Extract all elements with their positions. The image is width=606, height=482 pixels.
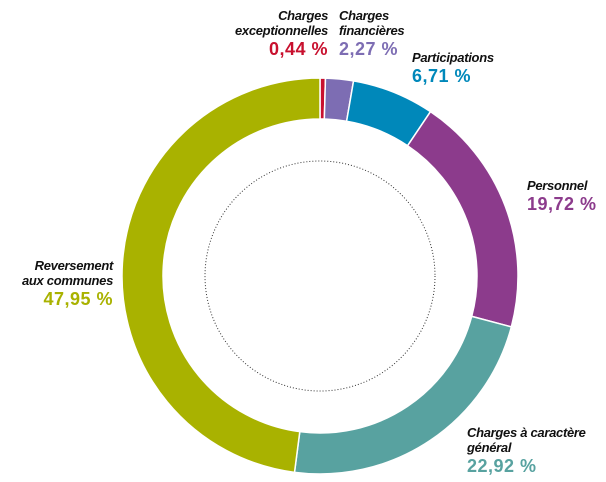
slice-label: Charges à caractère général 22,92 %: [467, 425, 599, 477]
value-label: 0,44 %: [268, 39, 328, 59]
category-name: Participations: [412, 50, 494, 65]
category-name: Personnel: [527, 178, 588, 193]
category-name: Charges exceptionnelles: [234, 8, 328, 38]
value-label: 6,71 %: [412, 66, 472, 86]
value-label: 19,72 %: [527, 194, 597, 214]
category-name: Charges à caractère général: [467, 425, 586, 455]
slice: [406, 110, 519, 328]
value-label: 47,95 %: [43, 289, 113, 309]
slice: [121, 77, 321, 474]
slice-label: Personnel 19,72 %: [527, 178, 606, 215]
category-name: Reversement aux communes: [21, 258, 113, 288]
slice-label: Participations 6,71 %: [412, 50, 532, 87]
value-label: 22,92 %: [467, 456, 537, 476]
slice-label: Reversement aux communes 47,95 %: [13, 258, 113, 310]
slice-label: Charges exceptionnelles 0,44 %: [218, 8, 328, 60]
category-name: Charges financières: [339, 8, 405, 38]
value-label: 2,27 %: [339, 39, 399, 59]
dotted-ring: [204, 160, 436, 392]
slice-label: Charges financières 2,27 %: [339, 8, 419, 60]
